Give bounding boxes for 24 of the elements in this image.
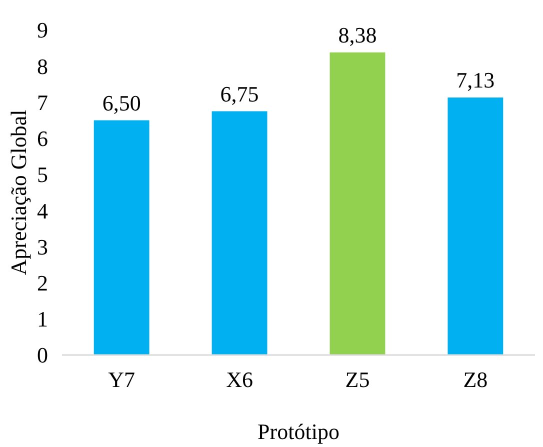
y-tick-label: 9 — [37, 18, 48, 43]
x-axis-title: Protótipo — [258, 419, 340, 444]
data-label: 6,50 — [102, 90, 141, 116]
x-tick-label: X6 — [226, 367, 253, 392]
bar — [94, 120, 150, 355]
y-tick-label: 4 — [37, 198, 48, 224]
y-tick-label: 2 — [37, 270, 48, 296]
y-tick-label: 7 — [37, 90, 48, 115]
y-tick-label: 8 — [37, 54, 48, 79]
bar — [212, 111, 268, 355]
y-tick-label: 5 — [37, 162, 48, 188]
bar — [330, 52, 386, 355]
x-tick-label: Z5 — [345, 367, 370, 392]
bar — [448, 98, 504, 355]
data-label: 6,75 — [220, 81, 259, 106]
y-tick-label: 6 — [37, 126, 48, 152]
y-tick-label: 0 — [37, 342, 48, 368]
y-tick-label: 3 — [37, 234, 48, 260]
data-label: 7,13 — [456, 68, 495, 93]
x-tick-label: Y7 — [108, 367, 136, 392]
data-label: 8,38 — [338, 22, 377, 48]
x-tick-label: Z8 — [463, 367, 488, 392]
y-tick-label: 1 — [37, 306, 48, 332]
y-axis-title: Apreciação Global — [6, 110, 31, 276]
